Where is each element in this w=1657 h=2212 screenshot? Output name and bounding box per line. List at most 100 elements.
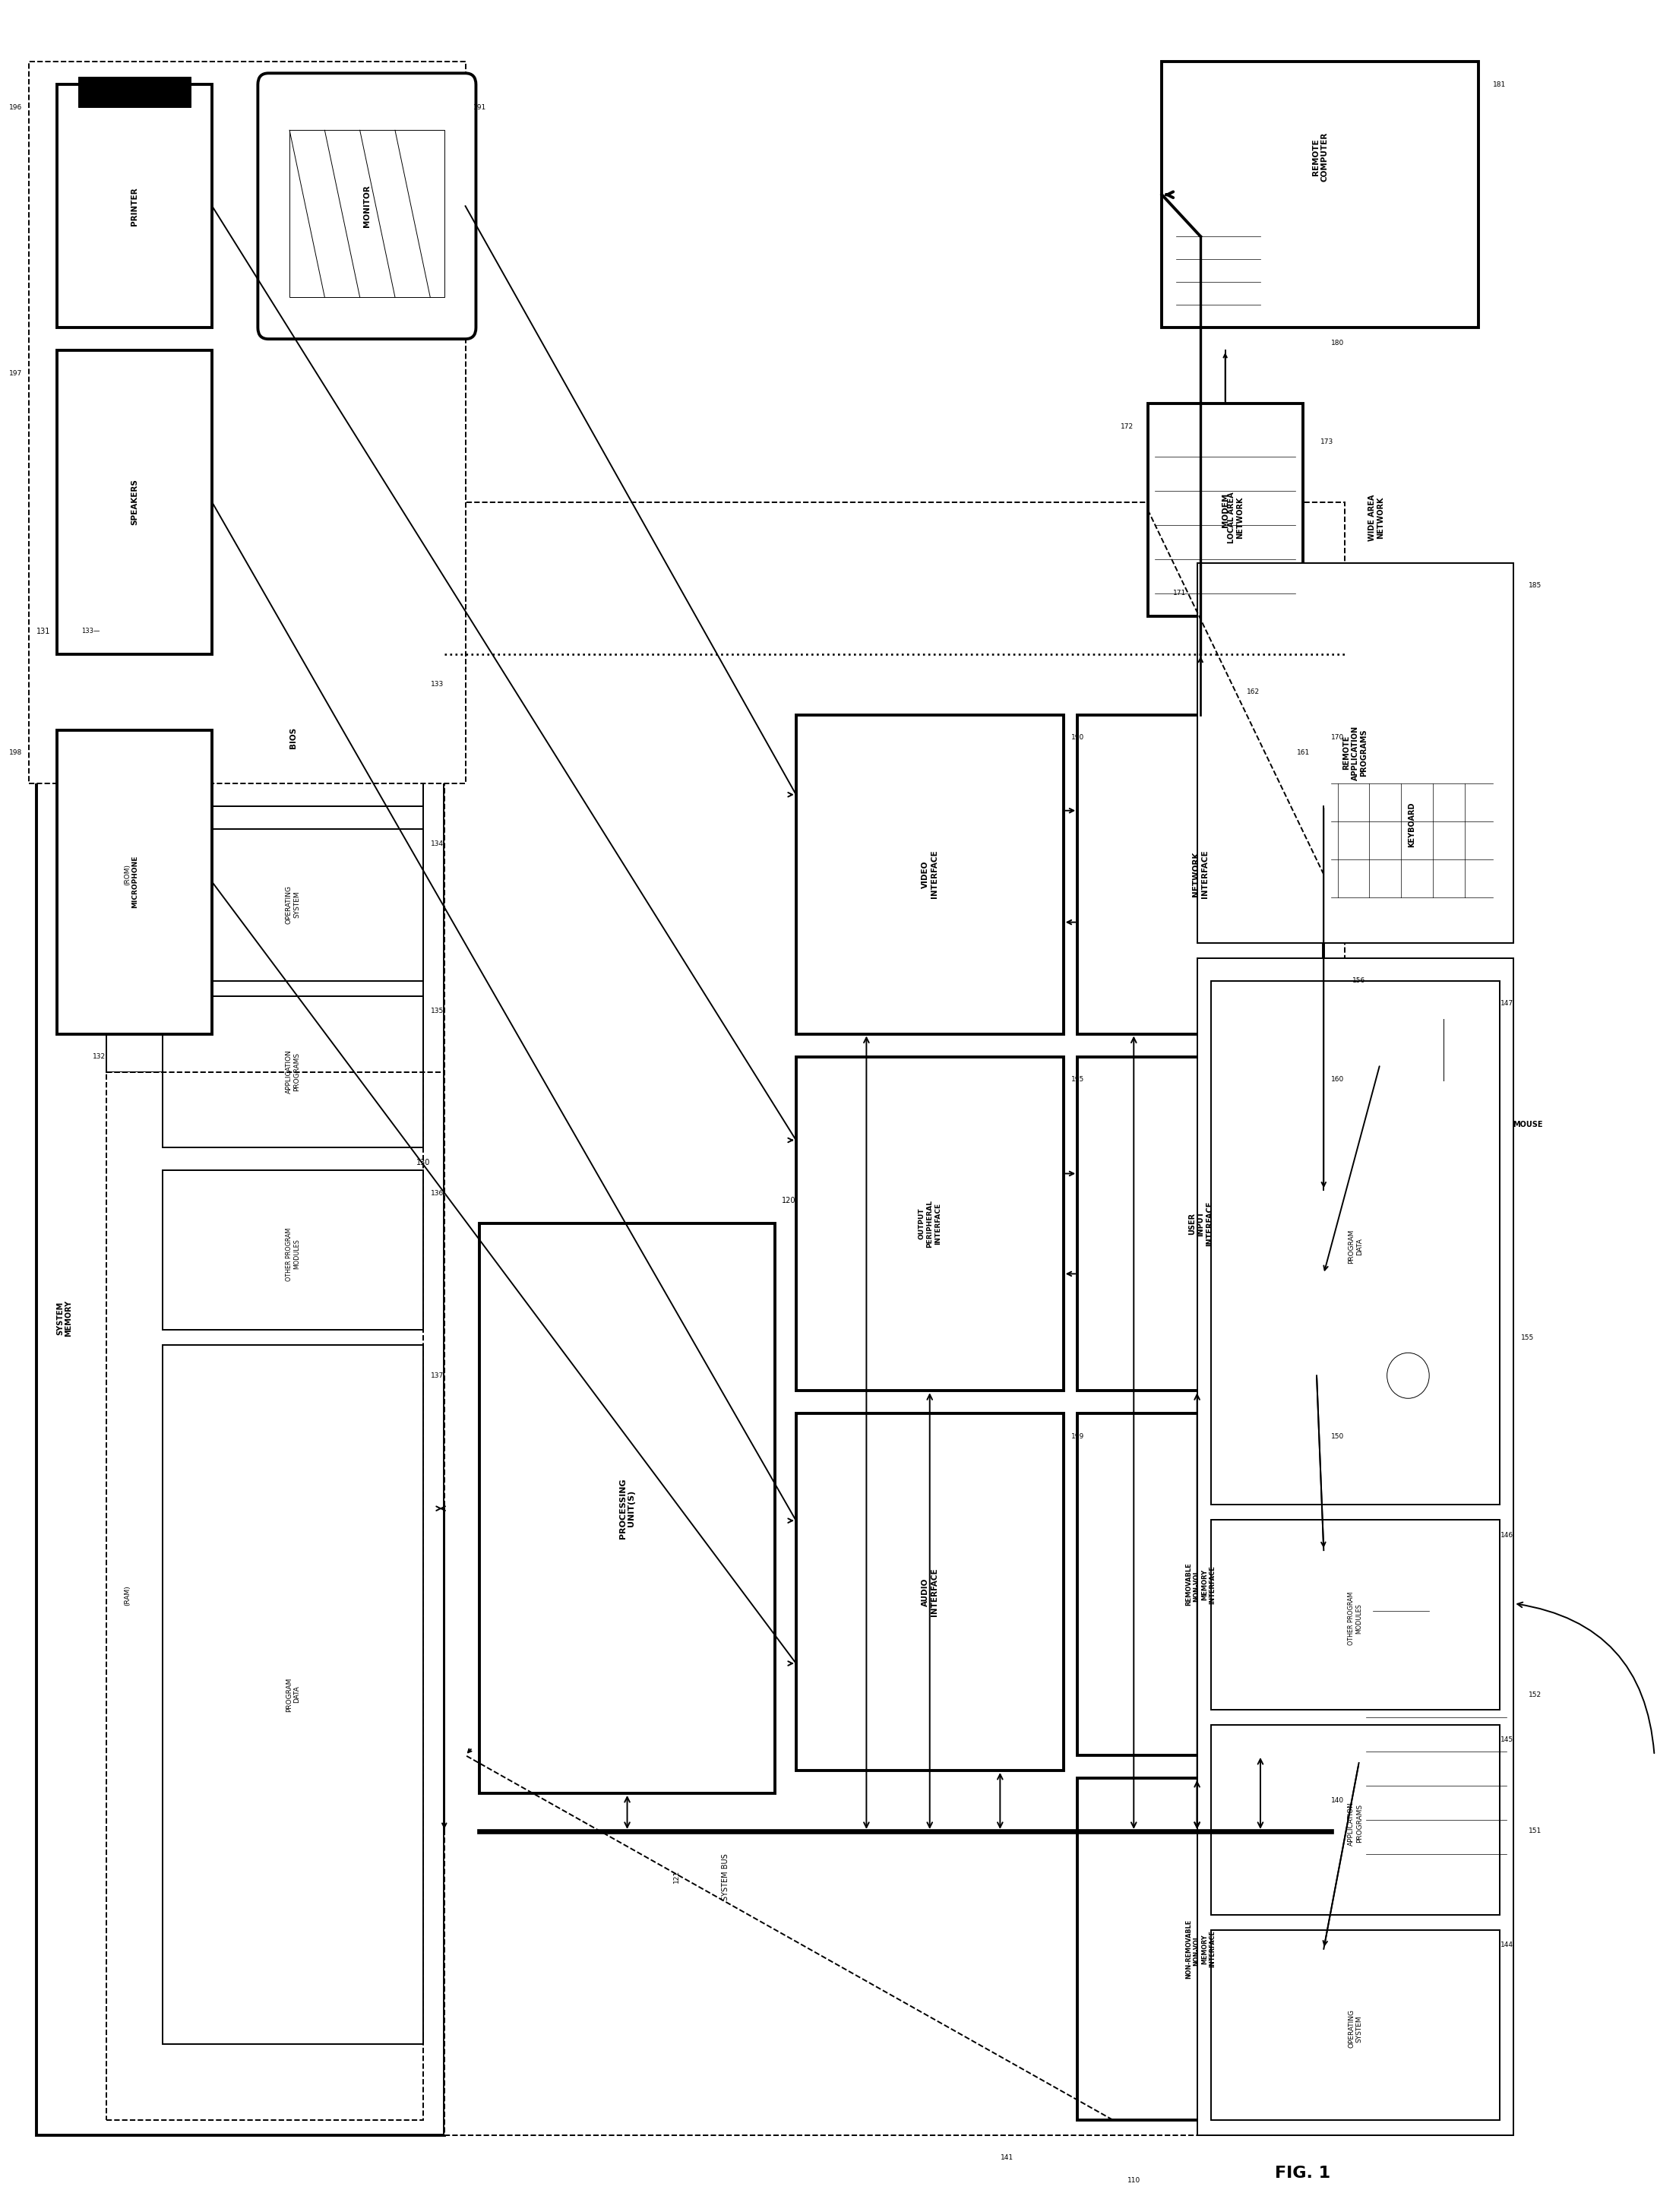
Text: REMOTE
COMPUTER: REMOTE COMPUTER — [1312, 133, 1329, 181]
Text: 161: 161 — [1296, 750, 1309, 757]
Text: WIDE AREA
NETWORK: WIDE AREA NETWORK — [1369, 493, 1385, 540]
Bar — [1324, 730, 1500, 920]
Text: 146: 146 — [1500, 1531, 1513, 1540]
Text: 198: 198 — [8, 750, 22, 757]
Text: 181: 181 — [1493, 82, 1506, 88]
Text: PROCESSING
UNIT(S): PROCESSING UNIT(S) — [620, 1478, 635, 1540]
Text: PRINTER: PRINTER — [131, 186, 139, 226]
Text: 180: 180 — [1331, 338, 1344, 347]
Text: (RAM): (RAM) — [124, 1586, 131, 1606]
Text: 130: 130 — [416, 1159, 431, 1166]
Text: VIDEO
INTERFACE: VIDEO INTERFACE — [921, 849, 938, 898]
Text: OPERATING
SYSTEM: OPERATING SYSTEM — [285, 885, 300, 925]
Text: 171: 171 — [1173, 591, 1186, 597]
Text: 135: 135 — [431, 1009, 444, 1015]
Text: (ROM): (ROM) — [124, 863, 131, 885]
Text: REMOVABLE
NON-VOL.
MEMORY
INTERFACE: REMOVABLE NON-VOL. MEMORY INTERFACE — [1185, 1564, 1216, 1606]
Text: 120: 120 — [782, 1197, 795, 1206]
Text: 134: 134 — [431, 841, 444, 847]
Text: 144: 144 — [1500, 1942, 1513, 1949]
Text: OPERATING
SYSTEM: OPERATING SYSTEM — [1349, 2008, 1362, 2048]
Text: 195: 195 — [1070, 1075, 1084, 1084]
Text: PROGRAM
DATA: PROGRAM DATA — [285, 1677, 300, 1712]
Text: 170: 170 — [1331, 734, 1344, 741]
Text: REMOTE
APPLICATION
PROGRAMS: REMOTE APPLICATION PROGRAMS — [1342, 726, 1369, 781]
Bar — [479, 1223, 775, 1794]
Text: BIOS: BIOS — [290, 728, 297, 748]
Bar — [1359, 1657, 1513, 1869]
Bar — [1211, 1929, 1500, 2119]
Bar — [162, 829, 423, 980]
Bar — [1077, 1413, 1324, 1756]
Text: 147: 147 — [1500, 1000, 1513, 1006]
Bar — [1345, 1573, 1513, 1635]
Text: MOUSE: MOUSE — [1513, 1121, 1543, 1128]
Text: 196: 196 — [8, 104, 22, 111]
Text: 133: 133 — [431, 681, 444, 688]
Text: 197: 197 — [8, 369, 22, 376]
Text: 151: 151 — [1528, 1827, 1541, 1834]
Text: OTHER PROGRAM
MODULES: OTHER PROGRAM MODULES — [285, 1228, 300, 1281]
Bar — [1077, 1778, 1324, 2119]
Text: 137: 137 — [431, 1371, 444, 1378]
Text: 155: 155 — [1521, 1334, 1534, 1340]
Bar — [1374, 1679, 1415, 1703]
Circle shape — [1380, 1020, 1506, 1155]
Text: 133—: 133— — [81, 628, 99, 635]
Bar — [30, 62, 466, 783]
Bar — [162, 1170, 423, 1329]
Bar — [1211, 980, 1500, 1504]
Bar — [1162, 62, 1478, 327]
Text: 131: 131 — [36, 628, 50, 635]
Text: OUTPUT
PERIPHERAL
INTERFACE: OUTPUT PERIPHERAL INTERFACE — [918, 1199, 941, 1248]
Bar — [162, 995, 423, 1148]
Bar — [1196, 564, 1513, 942]
Text: 152: 152 — [1528, 1692, 1541, 1699]
Bar — [1077, 1057, 1324, 1391]
Text: OTHER PROGRAM
MODULES: OTHER PROGRAM MODULES — [1349, 1593, 1362, 1646]
Bar — [36, 655, 444, 2135]
Bar — [795, 1413, 1064, 1770]
Text: 121: 121 — [673, 1871, 679, 1882]
Bar — [795, 714, 1064, 1033]
Text: USER
INPUT
INTERFACE: USER INPUT INTERFACE — [1188, 1201, 1213, 1245]
Text: 160: 160 — [1331, 1075, 1344, 1084]
Text: 150: 150 — [1331, 1433, 1344, 1440]
Text: MONITOR: MONITOR — [363, 186, 371, 228]
Text: NON-REMOVABLE
NON-VOL.
MEMORY
INTERFACE: NON-REMOVABLE NON-VOL. MEMORY INTERFACE — [1185, 1920, 1216, 1978]
Bar — [106, 670, 423, 1073]
Bar — [290, 131, 444, 296]
Bar — [106, 1073, 423, 2119]
Text: MICROPHONE: MICROPHONE — [131, 856, 138, 909]
Bar — [1345, 1520, 1513, 1566]
Text: 191: 191 — [472, 104, 486, 111]
Text: 156: 156 — [1352, 978, 1365, 984]
Text: NETWORK
INTERFACE: NETWORK INTERFACE — [1193, 849, 1210, 898]
Text: LOCAL AREA
NETWORK: LOCAL AREA NETWORK — [1228, 491, 1244, 544]
Text: 145: 145 — [1500, 1736, 1513, 1743]
Text: 141: 141 — [1001, 2154, 1014, 2161]
Text: 110: 110 — [1127, 2177, 1140, 2183]
Text: 140: 140 — [1331, 1798, 1344, 1805]
Text: KEYBOARD: KEYBOARD — [1408, 803, 1415, 847]
Bar — [1148, 403, 1302, 617]
Text: AUDIO
INTERFACE: AUDIO INTERFACE — [921, 1568, 938, 1617]
Bar — [795, 1057, 1064, 1391]
Text: 185: 185 — [1528, 582, 1541, 588]
Bar — [162, 1345, 423, 2044]
Text: SPEAKERS: SPEAKERS — [131, 480, 139, 526]
Bar — [1077, 714, 1324, 1033]
Text: MODEM: MODEM — [1221, 493, 1229, 526]
Bar — [444, 502, 1345, 2135]
Bar — [58, 84, 212, 327]
Text: 132: 132 — [93, 1053, 106, 1060]
Circle shape — [1387, 1354, 1430, 1398]
Text: 172: 172 — [1120, 422, 1133, 429]
Bar — [1211, 1520, 1500, 1710]
Text: 173: 173 — [1321, 438, 1334, 445]
Text: 199: 199 — [1070, 1433, 1084, 1440]
Text: 162: 162 — [1246, 688, 1259, 695]
Bar — [78, 77, 191, 108]
Text: SYSTEM
MEMORY: SYSTEM MEMORY — [56, 1301, 73, 1336]
Text: APPLICATION
PROGRAMS: APPLICATION PROGRAMS — [285, 1051, 300, 1093]
